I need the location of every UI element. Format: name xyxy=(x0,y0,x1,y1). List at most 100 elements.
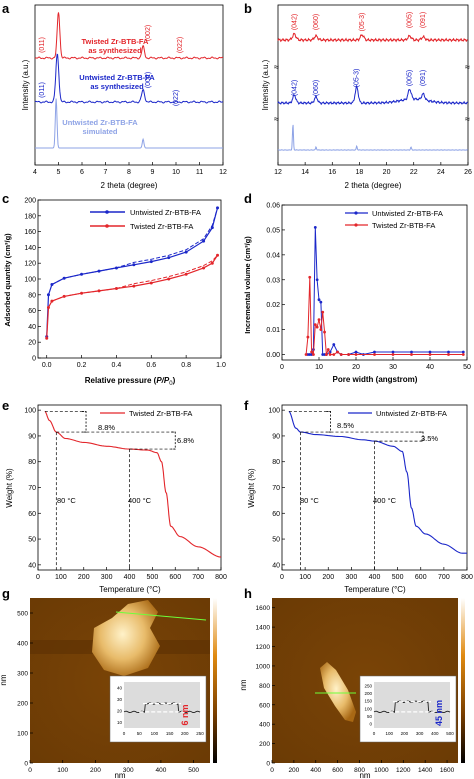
y-tick-label: 1200 xyxy=(256,644,271,651)
y-tick-label: 100 xyxy=(24,277,36,284)
panel-b-mid-label: (042) xyxy=(291,80,298,96)
y-tick-label: 0.01 xyxy=(266,327,280,334)
panel-a-peak-blue-002: (002) xyxy=(145,72,152,88)
panel-a-label-blue-2: as synthesized xyxy=(90,82,144,91)
panel-d-point-1 xyxy=(321,310,325,314)
panel-b-curves xyxy=(277,32,469,151)
panel-b-top-label: (060) xyxy=(313,14,320,30)
y-tick-label: 200 xyxy=(17,701,28,708)
panel-d-point-0 xyxy=(354,350,358,354)
x-tick-label: 100 xyxy=(55,574,67,581)
panel-b: 12 14 16 18 20 22 24 26 2 theta (degree) Intens… xyxy=(261,4,472,190)
x-tick-label: 600 xyxy=(332,767,343,774)
y-tick-label: 0 xyxy=(32,356,36,363)
panel-d-point-1 xyxy=(354,353,358,356)
panel-e: 0 100 200 300 400 500 600 700 800 40 50 60 70 80 90 100… xyxy=(5,404,227,594)
y-tick-label: 100 xyxy=(268,408,280,415)
panel-d-ylabel: Incremental volume (cm³/g) xyxy=(243,236,252,334)
panel-d-ticks: 0 10 20 30 40 50 0.00 0.01 0.02 0.03 0.04 0.05 0.06 xyxy=(266,203,471,372)
e-bracket xyxy=(82,411,87,433)
panel-c-point-1 xyxy=(50,299,54,303)
panel-d-point-1 xyxy=(304,353,308,356)
panel-g-colorbar xyxy=(213,598,217,763)
y-tick-label: 60 xyxy=(272,511,280,518)
panel-f-ylabel: Weight (%) xyxy=(247,468,256,508)
panel-c-xlabel: Relative pressure (P/P0) xyxy=(85,376,176,387)
panel-f-ticks: 0 100 200 300 400 500 600 700 800 40 50 60 70 80 90 100 xyxy=(268,408,473,581)
panel-f-ann-8-5: 8.5% xyxy=(337,421,354,430)
panel-d-point-0 xyxy=(447,350,450,354)
y-tick-label: 100 xyxy=(17,731,28,738)
panel-d-point-1 xyxy=(332,353,336,356)
x-tick-label: 1200 xyxy=(396,767,411,774)
panel-g-height-label: 6 nm xyxy=(180,704,190,725)
panel-c-ticks: 0.0 0.2 0.4 0.6 0.8 1.0 0 20 40 60 80 100 120 140 160 1… xyxy=(24,198,226,370)
panel-d-point-1 xyxy=(319,328,323,331)
panel-c-point-1 xyxy=(62,294,66,298)
x-tick-label: 8 xyxy=(127,169,131,176)
panel-b-mid-label: (060) xyxy=(313,80,320,96)
panel-c-point-0 xyxy=(80,272,84,276)
y-tick-label: 600 xyxy=(259,702,270,709)
x-tick-label: 500 xyxy=(392,574,404,581)
panel-d-point-1 xyxy=(313,323,317,327)
panel-g-profile-line xyxy=(115,611,207,621)
h-inset-ytick: 150 xyxy=(364,699,372,704)
panel-a-label-red-1: Twisted Zr-BTB-FA xyxy=(82,37,150,46)
panel-a-curves xyxy=(34,12,224,149)
panel-a-xlabel: 2 theta (degree) xyxy=(101,181,158,190)
x-tick-label: 18 xyxy=(356,169,364,176)
panel-a-xticks: 4 5 6 7 8 9 10 11 12 xyxy=(33,162,227,176)
g-inset-xtick: 0 xyxy=(123,731,126,736)
panel-b-axis-break-right-2: ≈ xyxy=(465,114,470,124)
h-inset-xtick: 500 xyxy=(446,731,454,736)
x-tick-label: 200 xyxy=(90,767,101,774)
panel-d-point-0 xyxy=(461,350,465,354)
y-tick-label: 0 xyxy=(24,761,28,768)
panel-d-point-0 xyxy=(391,350,395,354)
h-inset-xtick: 100 xyxy=(385,731,393,736)
e-bracket xyxy=(171,431,176,450)
y-tick-label: 1000 xyxy=(256,663,271,670)
y-tick-label: 90 xyxy=(272,433,280,440)
panel-f-temp-400: 400 °C xyxy=(373,496,397,505)
panel-g-inset-content: 0 50 100 150 200 250 10 20 30 40 xyxy=(117,682,204,736)
x-tick-label: 0.0 xyxy=(42,362,52,369)
x-tick-label: 16 xyxy=(328,169,336,176)
panel-a-peak-blue-022: (022) xyxy=(173,90,180,106)
panel-d-point-1 xyxy=(391,353,395,356)
y-tick-label: 200 xyxy=(259,741,270,748)
y-tick-label: 400 xyxy=(259,722,270,729)
panel-c-xlabel-suffix: ) xyxy=(173,376,176,385)
x-tick-label: 1.0 xyxy=(216,362,226,369)
y-tick-label: 200 xyxy=(24,198,36,205)
g-inset-ytick: 10 xyxy=(117,720,123,725)
panel-e-temp-80: 80 °C xyxy=(57,496,76,505)
x-tick-label: 100 xyxy=(299,574,311,581)
h-inset-ytick: 250 xyxy=(364,683,372,688)
x-tick-label: 500 xyxy=(188,767,199,774)
y-tick-label: 20 xyxy=(28,340,36,347)
panel-a-peak-red-022: (022) xyxy=(177,37,184,53)
panel-d-point-0 xyxy=(373,350,376,354)
panel-letter-a: a xyxy=(2,1,10,16)
panel-d-point-1 xyxy=(306,335,310,339)
panel-letter-b: b xyxy=(244,1,252,16)
g-inset-xtick: 50 xyxy=(137,731,143,736)
x-tick-label: 300 xyxy=(101,574,113,581)
x-tick-label: 1600 xyxy=(440,767,455,774)
x-tick-label: 600 xyxy=(415,574,427,581)
panel-d-point-1 xyxy=(315,325,319,329)
panel-f-temp-80: 80 °C xyxy=(300,496,319,505)
y-tick-label: 140 xyxy=(24,245,36,252)
x-tick-label: 0 xyxy=(280,574,284,581)
x-tick-label: 50 xyxy=(463,364,471,371)
panel-b-peak-labels: (042) (060) (05-3) (005) (091) (042) (060) (05-… xyxy=(291,12,427,96)
panel-b-xticks: 12 14 16 18 20 22 24 26 xyxy=(274,162,472,176)
x-tick-label: 700 xyxy=(192,574,204,581)
x-tick-label: 400 xyxy=(155,767,166,774)
panel-b-axis-break-left-1: ≈ xyxy=(274,62,279,72)
panel-c-point-1 xyxy=(46,305,50,309)
h-inset-ytick: 0 xyxy=(369,722,372,727)
